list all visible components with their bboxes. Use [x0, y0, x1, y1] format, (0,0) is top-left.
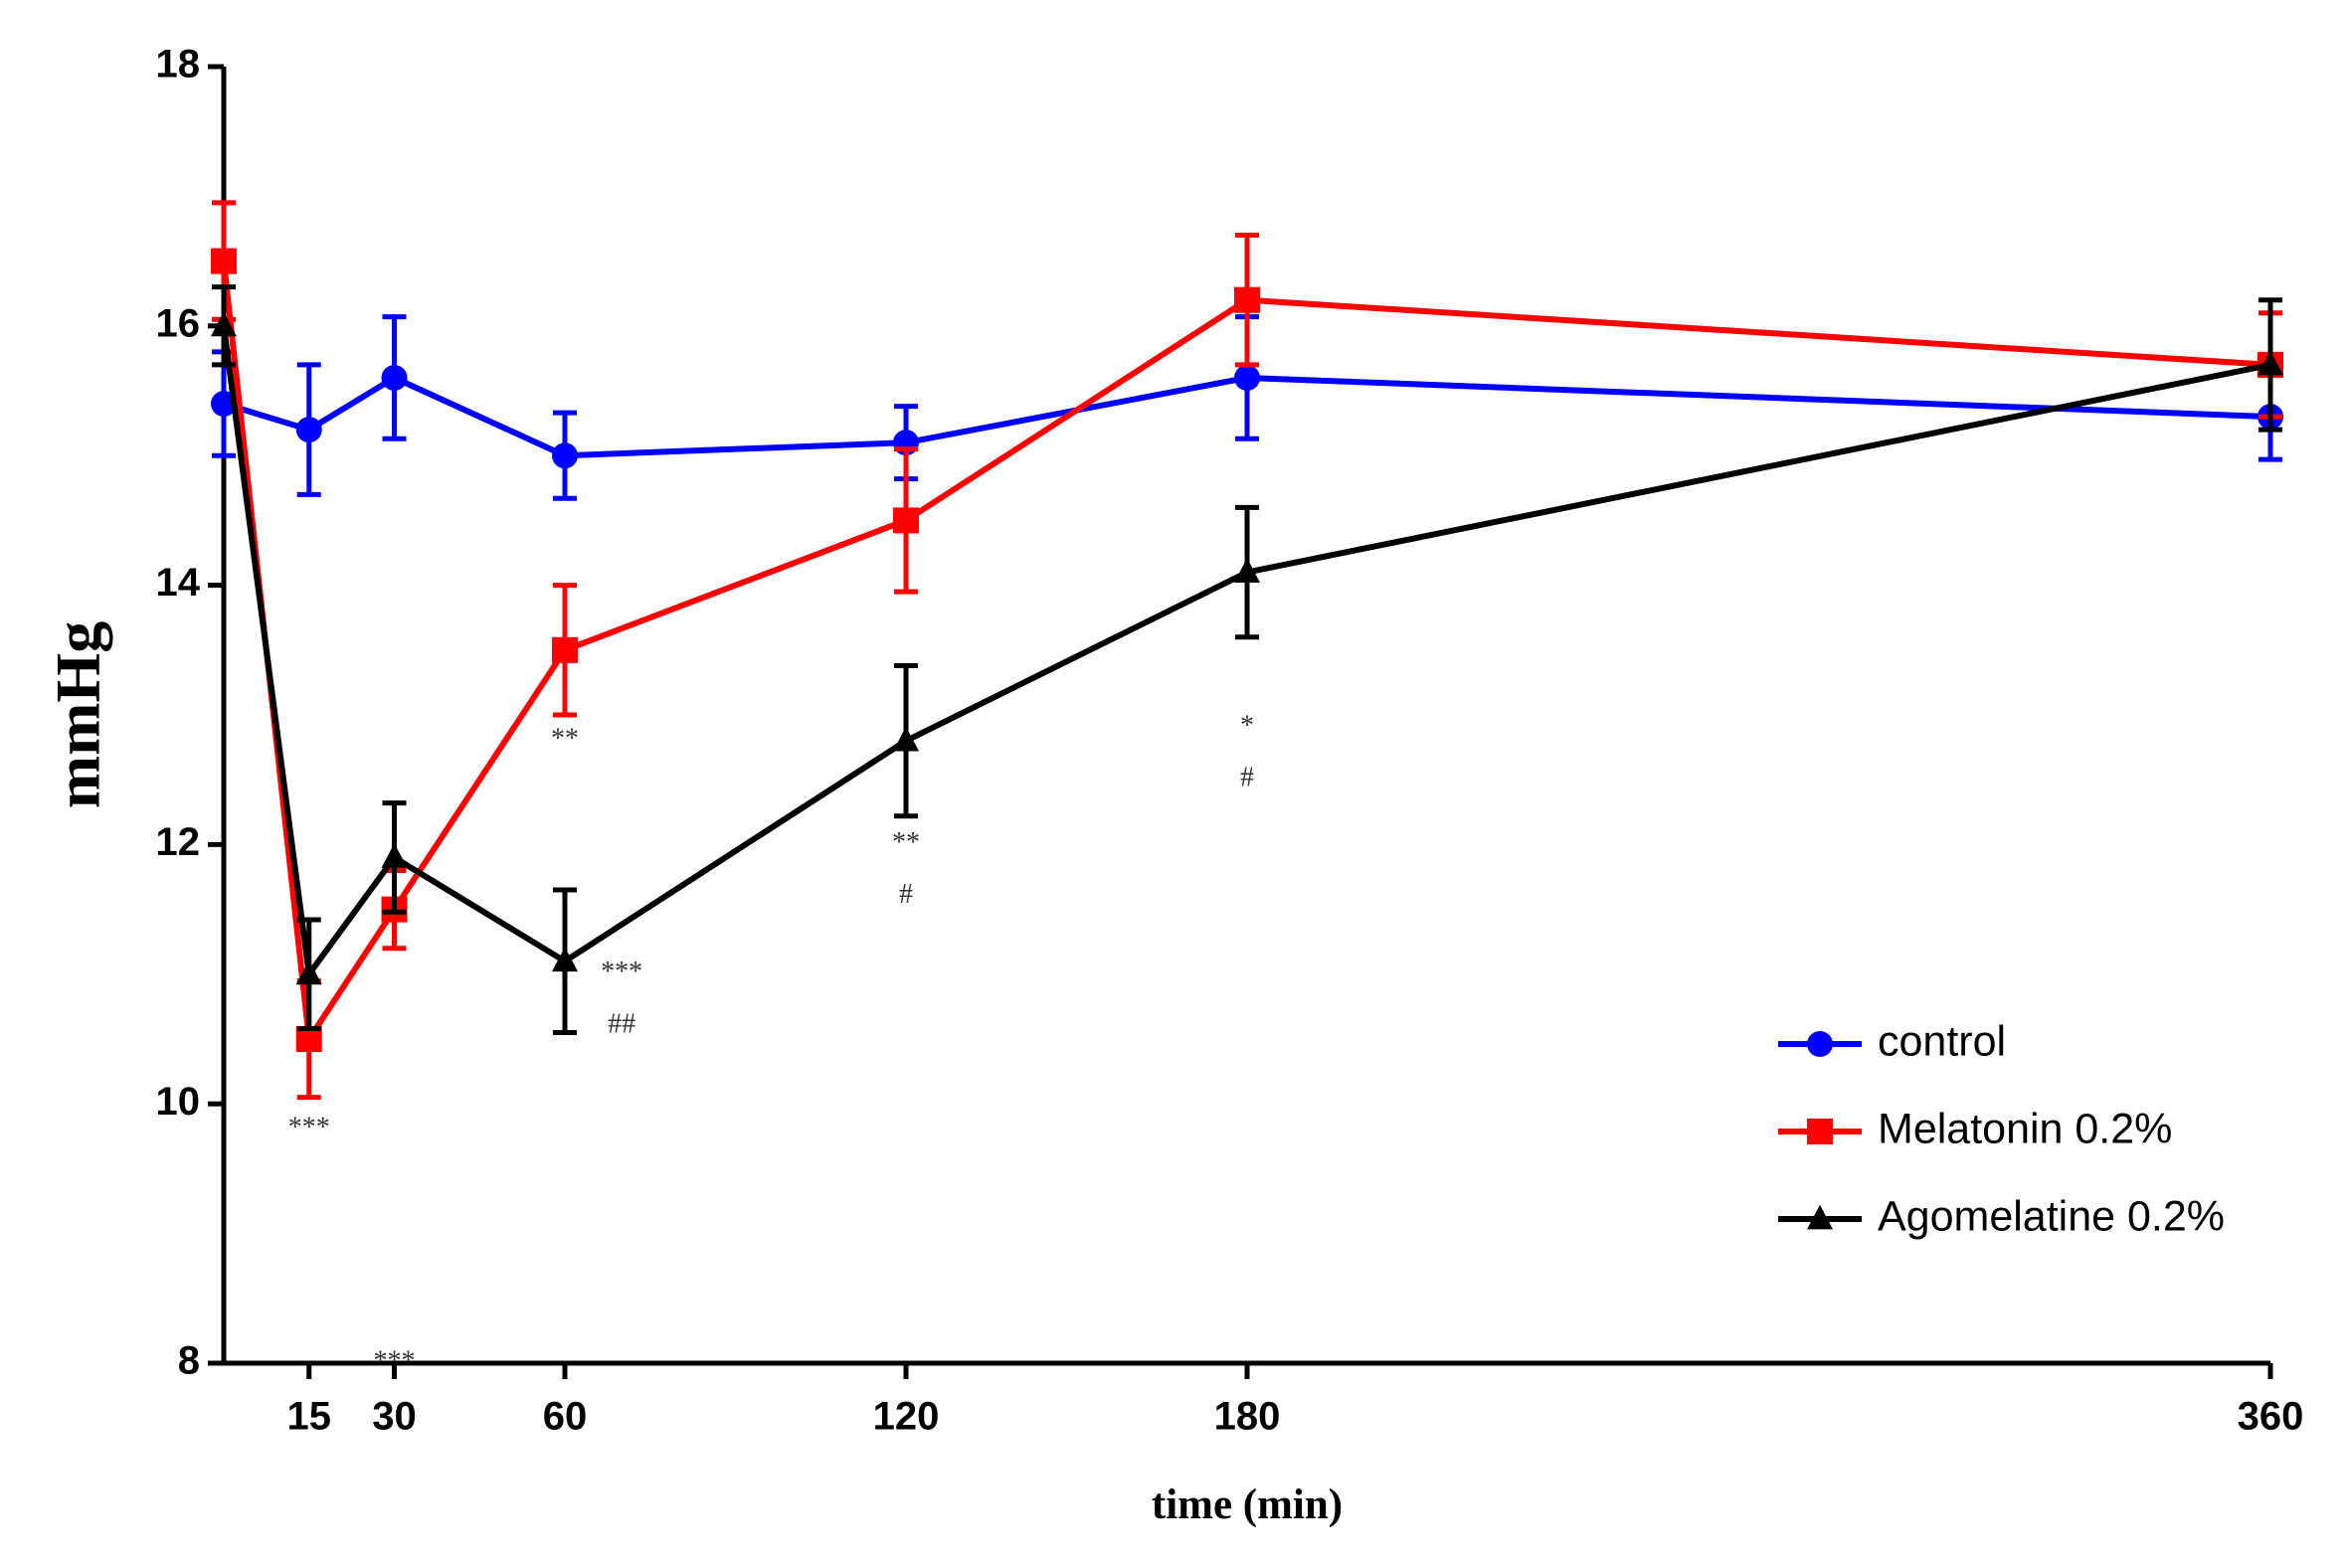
marker: [381, 364, 408, 391]
marker: [211, 311, 237, 337]
legend-label: Agomelatine 0.2%: [1878, 1192, 2225, 1240]
x-tick-label: 30: [372, 1395, 417, 1439]
annotation: ***: [374, 1345, 416, 1376]
y-axis-title: mmHg: [43, 621, 113, 808]
x-tick-label: 15: [287, 1395, 332, 1439]
annotation: #: [1240, 763, 1254, 793]
marker: [295, 959, 322, 985]
legend-label: Melatonin 0.2%: [1878, 1105, 2172, 1152]
marker: [893, 507, 919, 534]
annotation: **: [551, 724, 579, 755]
annotation: **: [892, 827, 920, 858]
x-axis-title: time (min): [1152, 1481, 1343, 1528]
x-tick-label: 180: [1214, 1395, 1281, 1439]
marker: [211, 248, 237, 274]
annotation: ##: [608, 1008, 635, 1039]
marker: [1234, 286, 1260, 313]
x-tick-label: 60: [543, 1395, 588, 1439]
marker: [552, 636, 578, 663]
x-tick-label: 360: [2238, 1395, 2304, 1439]
y-tick-label: 8: [178, 1339, 200, 1383]
marker: [381, 843, 408, 868]
y-tick-label: 12: [156, 820, 201, 864]
annotation: #: [899, 879, 913, 910]
annotation: ***: [601, 957, 642, 987]
marker: [295, 417, 322, 443]
marker: [1234, 364, 1260, 391]
marker: [1807, 1204, 1833, 1230]
marker: [552, 442, 578, 469]
y-tick-label: 14: [156, 561, 201, 605]
marker: [893, 726, 919, 752]
marker: [1807, 1119, 1833, 1144]
y-tick-label: 16: [156, 301, 201, 345]
y-tick-label: 10: [156, 1080, 201, 1124]
y-tick-label: 18: [156, 43, 201, 87]
marker: [552, 947, 578, 972]
marker: [2258, 350, 2283, 376]
marker: [1234, 558, 1260, 583]
annotation: *: [1240, 710, 1254, 741]
marker: [1807, 1031, 1833, 1057]
annotation: ***: [288, 1113, 330, 1143]
x-tick-label: 120: [873, 1395, 940, 1439]
legend-label: control: [1878, 1017, 2006, 1065]
